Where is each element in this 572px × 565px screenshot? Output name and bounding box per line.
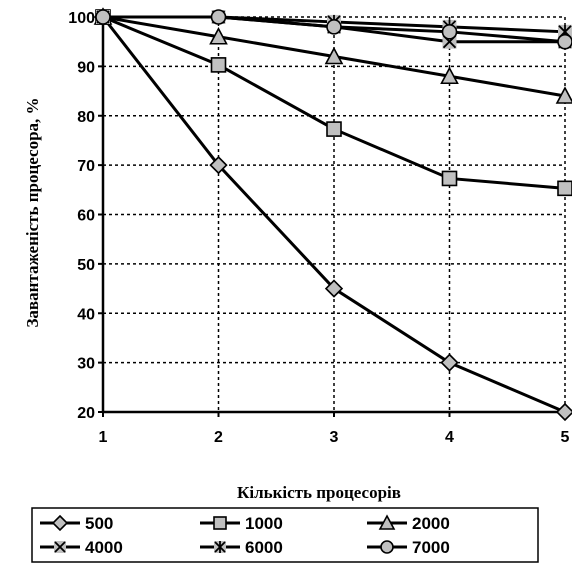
- legend-label: 2000: [412, 514, 450, 533]
- point-1000: [326, 121, 342, 137]
- y-tick-label: 40: [77, 306, 95, 323]
- y-tick-label: 50: [77, 257, 95, 274]
- point-7000: [210, 9, 227, 25]
- legend-marker: [378, 514, 396, 530]
- point-7000: [95, 9, 111, 25]
- legend-marker: [54, 541, 66, 553]
- x-axis-title: Кількість процесорів: [237, 483, 401, 502]
- point-1000: [557, 180, 572, 197]
- point-2000: [209, 27, 228, 45]
- point-500: [324, 279, 344, 298]
- point-500: [209, 155, 228, 175]
- legend-item-2000: 2000: [367, 514, 450, 533]
- point-2000: [324, 46, 344, 65]
- point-7000: [557, 33, 572, 50]
- legend-marker: [213, 516, 227, 530]
- legend-item-7000: 7000: [367, 538, 450, 557]
- y-axis-title: Завантаженість процесора, %: [23, 97, 42, 327]
- point-7000: [441, 24, 458, 40]
- x-tick-label: 2: [214, 429, 223, 446]
- legend-item-6000: 6000: [200, 538, 283, 557]
- legend-label: 1000: [245, 514, 283, 533]
- legend-marker: [380, 540, 394, 554]
- legend-item-500: 500: [40, 514, 113, 533]
- y-tick-label: 20: [77, 405, 95, 422]
- point-1000: [441, 170, 458, 187]
- point-7000: [326, 19, 342, 35]
- y-tick-label: 60: [77, 208, 95, 225]
- x-tick-label: 5: [561, 429, 570, 446]
- point-500: [555, 402, 572, 422]
- legend-item-4000: 4000: [40, 538, 123, 557]
- y-tick-label: 100: [68, 10, 95, 27]
- legend-box: [31, 507, 539, 563]
- series-markers: [93, 7, 572, 422]
- axes: [98, 15, 566, 417]
- legend-label: 7000: [412, 538, 450, 557]
- legend-item-1000: 1000: [200, 514, 283, 533]
- point-2000: [555, 86, 572, 104]
- tick-labels: 20 30 40 50 60 70 80 90 100 1 2 3 4 5: [68, 10, 569, 446]
- x-tick-label: 3: [330, 429, 339, 446]
- legend-label: 6000: [245, 538, 283, 557]
- y-tick-label: 80: [77, 109, 95, 126]
- y-tick-label: 30: [77, 356, 95, 373]
- x-tick-label: 4: [445, 429, 454, 446]
- legend-label: 4000: [85, 538, 123, 557]
- x-tick-label: 1: [99, 429, 108, 446]
- point-500: [440, 353, 459, 372]
- legend-marker: [51, 514, 69, 532]
- grid: [103, 16, 566, 412]
- legend-marker: [214, 541, 226, 553]
- legend: 500 1000 2000 4000 6000 7000: [31, 507, 539, 563]
- legend-label: 500: [85, 514, 113, 533]
- point-1000: [210, 57, 227, 73]
- point-2000: [440, 66, 459, 85]
- y-tick-label: 70: [77, 158, 95, 175]
- y-tick-label: 90: [77, 59, 95, 76]
